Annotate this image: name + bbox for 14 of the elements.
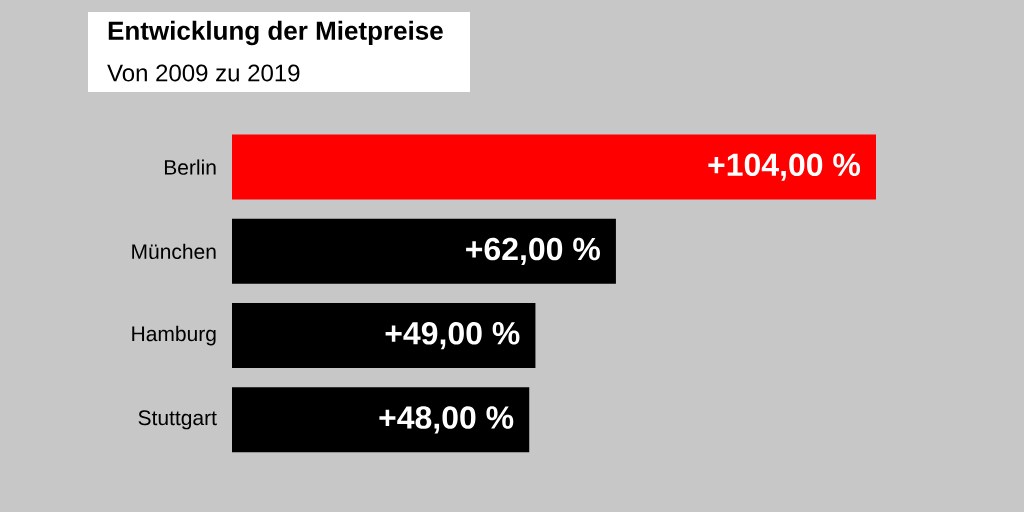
data-label: +62,00 % <box>466 237 600 266</box>
bar <box>232 303 536 369</box>
bar <box>232 387 530 453</box>
y-tick-label: München <box>132 243 216 260</box>
chart-subtitle: Von 2009 zu 2019 <box>107 64 300 82</box>
bar <box>232 218 616 284</box>
data-label: +104,00 % <box>708 153 861 181</box>
data-label: +49,00 % <box>385 321 520 350</box>
y-tick-label: Berlin <box>164 159 216 175</box>
y-tick-label: Hamburg <box>132 325 216 346</box>
data-label: +48,00 % <box>379 406 514 434</box>
y-tick-label: Stuttgart <box>138 410 217 430</box>
bar <box>232 134 876 200</box>
chart-title: Entwicklung der Mietpreise <box>108 20 443 46</box>
